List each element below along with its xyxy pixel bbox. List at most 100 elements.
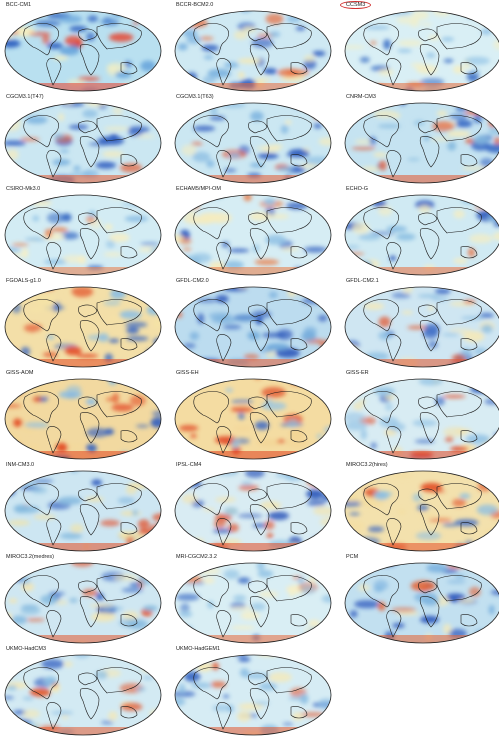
anomaly-patch [276,439,286,443]
field-background [175,471,331,551]
anomaly-patch [420,615,440,624]
anomaly-patch [391,607,417,613]
anomaly-patch [182,247,192,251]
anomaly-patch [51,711,74,715]
map-panel: PCM [343,554,499,646]
anomaly-patch [42,34,50,45]
coastline [79,596,100,628]
anomaly-patch [104,126,130,131]
coastline [418,396,438,410]
anomaly-patch [77,76,101,81]
coastline [46,610,62,638]
anomaly-patch [300,693,309,705]
anomaly-patch [239,668,250,678]
anomaly-patch [452,498,467,507]
anomaly-patch [443,58,454,63]
anomaly-patch [305,627,325,633]
anomaly-patch [104,428,114,435]
anomaly-patch [148,21,161,29]
coastline [249,228,270,260]
map-panel: MIROC3.2(hires) [343,462,499,554]
anomaly-patch [265,234,286,245]
anomaly-patch [58,15,83,24]
anomaly-patch [95,670,108,680]
coastline [266,23,312,50]
anomaly-patch [91,479,103,486]
anomaly-patch [104,224,113,231]
anomaly-patch [250,602,266,611]
world-map [344,10,499,92]
anomaly-patch [317,655,328,664]
anomaly-patch [140,242,160,246]
anomaly-patch [376,379,387,383]
anomaly-patch [181,271,203,275]
coastline [120,522,138,535]
anomaly-patch [459,493,471,499]
model-label: BCCR-BCM2.0 [176,2,214,8]
anomaly-patch [460,316,485,320]
anomaly-patch [464,56,490,65]
southern-ocean-band [345,543,499,551]
anomaly-patch [461,472,469,476]
anomaly-patch [475,11,490,14]
map-border [344,562,499,644]
coastline [46,426,62,454]
anomaly-patch [238,71,245,79]
map-panel: INM-CM3.0 [3,462,163,554]
anomaly-patch [453,258,468,264]
anomaly-patch [470,69,481,74]
anomaly-patch [70,523,84,533]
anomaly-patch [426,52,436,59]
anomaly-patch [414,592,438,603]
anomaly-patch [485,568,499,577]
anomaly-patch [8,519,30,526]
anomaly-patch [345,266,354,275]
anomaly-patch [345,421,368,431]
coastline [96,391,142,418]
anomaly-patch [5,348,18,352]
anomaly-patch [345,104,358,111]
anomaly-patch [487,127,499,136]
anomaly-patch [5,361,18,366]
anomaly-patch [245,471,265,478]
coastline [193,391,229,424]
map-border [4,194,162,276]
anomaly-patch [125,486,137,495]
coastline [266,391,312,418]
anomaly-patch [349,201,361,207]
coastline [249,688,270,720]
anomaly-patch [450,446,469,452]
anomaly-patch [242,27,257,33]
anomaly-patch [322,382,331,391]
anomaly-patch [365,195,391,196]
coastline [79,412,100,444]
anomaly-patch [481,28,492,35]
anomaly-patch [62,255,85,264]
anomaly-patch [46,212,66,224]
world-map [174,378,332,460]
anomaly-patch [346,345,358,355]
anomaly-patch [6,685,18,691]
anomaly-patch [33,382,53,390]
coastline [120,706,138,719]
anomaly-patch [349,569,363,575]
anomaly-patch [493,39,499,50]
southern-ocean-band [5,175,161,183]
coastline [290,614,308,627]
anomaly-patch [177,480,202,488]
anomaly-patch [353,178,361,183]
anomaly-patch [25,103,38,107]
anomaly-patch [197,313,205,325]
anomaly-patch [358,233,381,241]
anomaly-patch [11,615,27,625]
anomaly-patch [206,160,215,168]
anomaly-patch [125,321,148,328]
coastline [290,706,308,719]
anomaly-patch [53,133,65,139]
coastline [386,58,402,86]
anomaly-patch [22,696,34,701]
southern-ocean-band [175,359,331,367]
coastline [216,702,232,730]
coastline [460,62,478,75]
field-background [175,195,331,275]
